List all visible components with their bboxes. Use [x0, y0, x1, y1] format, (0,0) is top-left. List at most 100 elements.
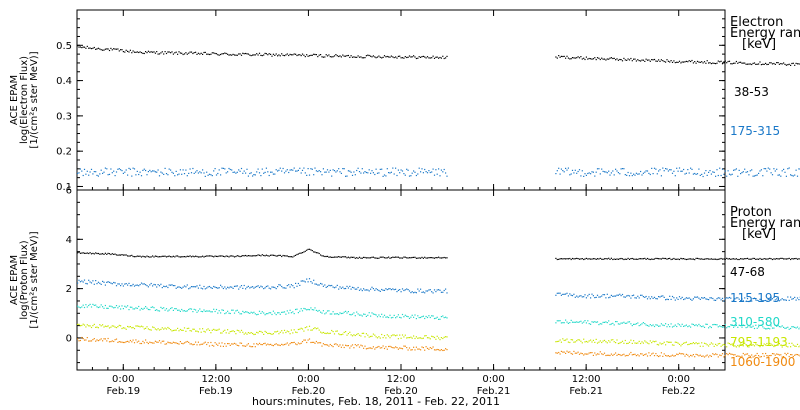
data-point: [221, 309, 223, 311]
data-point: [311, 250, 313, 252]
data-point: [577, 296, 579, 298]
data-point: [695, 173, 697, 175]
data-point: [246, 255, 248, 257]
data-point: [730, 353, 732, 355]
data-point: [771, 327, 774, 329]
data-point: [555, 341, 557, 343]
data-point: [676, 167, 678, 169]
data-point: [306, 174, 308, 176]
data-point: [560, 350, 562, 352]
data-point: [120, 308, 122, 310]
data-point: [745, 353, 747, 355]
data-point: [656, 343, 658, 346]
data-point: [82, 46, 84, 48]
data-point: [555, 257, 557, 259]
data-point: [401, 288, 404, 290]
data-point: [420, 316, 422, 319]
data-point: [345, 175, 347, 177]
data-point: [88, 325, 90, 327]
data-point: [610, 257, 612, 259]
data-point: [698, 61, 700, 63]
data-point: [245, 172, 247, 174]
data-point: [705, 258, 707, 260]
data-point: [414, 314, 416, 316]
data-point: [671, 258, 674, 260]
data-point: [690, 326, 692, 328]
data-point: [771, 174, 774, 176]
data-point: [567, 351, 569, 353]
data-point: [787, 326, 789, 328]
data-point: [206, 287, 208, 289]
data-point: [410, 292, 412, 294]
data-point: [274, 312, 276, 314]
data-point: [382, 337, 384, 339]
data-point: [655, 340, 657, 342]
data-point: [404, 314, 406, 316]
data-point: [708, 62, 710, 64]
data-point: [113, 325, 115, 327]
data-point: [243, 284, 245, 287]
data-point: [599, 58, 601, 61]
data-point: [227, 255, 229, 257]
data-point: [177, 174, 179, 176]
data-point: [773, 353, 775, 355]
data-point: [699, 325, 701, 327]
data-point: [97, 252, 99, 255]
data-point: [258, 254, 261, 256]
data-point: [143, 52, 145, 55]
data-point: [758, 326, 760, 328]
data-point: [229, 286, 231, 288]
data-point: [238, 288, 240, 290]
data-point: [379, 347, 381, 349]
data-point: [649, 355, 651, 357]
data-point: [665, 257, 667, 260]
series-310-580: [77, 303, 800, 330]
data-point: [331, 313, 333, 315]
data-point: [690, 258, 692, 260]
data-point: [102, 253, 104, 255]
data-point: [317, 342, 319, 344]
data-point: [379, 337, 381, 339]
data-point: [308, 55, 311, 57]
data-point: [203, 51, 205, 54]
data-point: [136, 307, 138, 309]
data-point: [758, 63, 760, 65]
data-point: [429, 338, 431, 340]
data-point: [163, 340, 165, 342]
data-point: [147, 171, 149, 173]
data-point: [556, 292, 558, 294]
data-point: [713, 345, 715, 347]
data-point: [149, 51, 151, 53]
data-point: [365, 257, 367, 259]
data-point: [154, 52, 156, 54]
data-point: [773, 345, 775, 348]
data-point: [224, 256, 226, 258]
data-point: [778, 63, 780, 65]
data-point: [224, 286, 226, 288]
data-point: [428, 348, 430, 350]
data-point: [382, 316, 384, 318]
data-point: [701, 326, 703, 328]
data-point: [372, 333, 374, 335]
data-point: [684, 342, 686, 344]
data-point: [644, 296, 646, 298]
data-point: [140, 282, 143, 284]
data-point: [769, 342, 771, 344]
data-point: [389, 257, 391, 259]
data-point: [174, 342, 176, 344]
data-point: [401, 257, 404, 259]
data-point: [146, 174, 148, 176]
data-point: [602, 294, 604, 296]
data-point: [709, 325, 711, 328]
data-point: [421, 56, 423, 58]
data-point: [185, 169, 187, 171]
data-point: [641, 174, 643, 176]
data-point: [350, 334, 352, 336]
data-point: [102, 324, 104, 326]
data-point: [127, 174, 129, 176]
data-point: [620, 341, 622, 343]
data-point: [745, 258, 747, 260]
data-point: [776, 258, 778, 260]
data-point: [392, 56, 394, 58]
data-point: [790, 174, 792, 176]
